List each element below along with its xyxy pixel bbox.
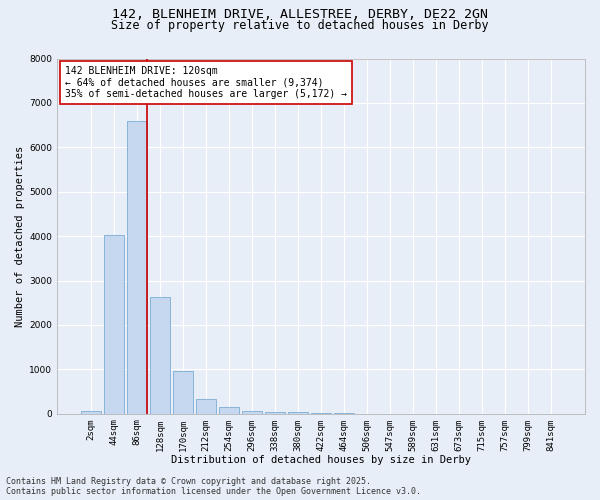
Bar [104,235,124,414]
Text: Size of property relative to detached houses in Derby: Size of property relative to detached ho… [111,18,489,32]
Y-axis label: Number of detached properties: Number of detached properties [15,146,25,326]
Text: 142, BLENHEIM DRIVE, ALLESTREE, DERBY, DE22 2GN: 142, BLENHEIM DRIVE, ALLESTREE, DERBY, D… [112,8,488,20]
X-axis label: Distribution of detached houses by size in Derby: Distribution of detached houses by size … [171,455,471,465]
Bar [219,407,239,414]
Bar [242,410,262,414]
Bar [81,411,101,414]
Text: 142 BLENHEIM DRIVE: 120sqm
← 64% of detached houses are smaller (9,374)
35% of s: 142 BLENHEIM DRIVE: 120sqm ← 64% of deta… [65,66,347,99]
Bar [150,297,170,414]
Bar [265,412,285,414]
Text: Contains HM Land Registry data © Crown copyright and database right 2025.: Contains HM Land Registry data © Crown c… [6,477,371,486]
Bar [196,398,215,413]
Bar [311,413,331,414]
Bar [288,412,308,414]
Text: Contains public sector information licensed under the Open Government Licence v3: Contains public sector information licen… [6,487,421,496]
Bar [173,370,193,414]
Bar [127,120,146,414]
